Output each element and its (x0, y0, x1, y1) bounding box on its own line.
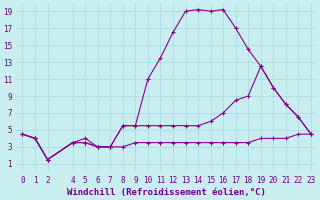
X-axis label: Windchill (Refroidissement éolien,°C): Windchill (Refroidissement éolien,°C) (67, 188, 266, 197)
